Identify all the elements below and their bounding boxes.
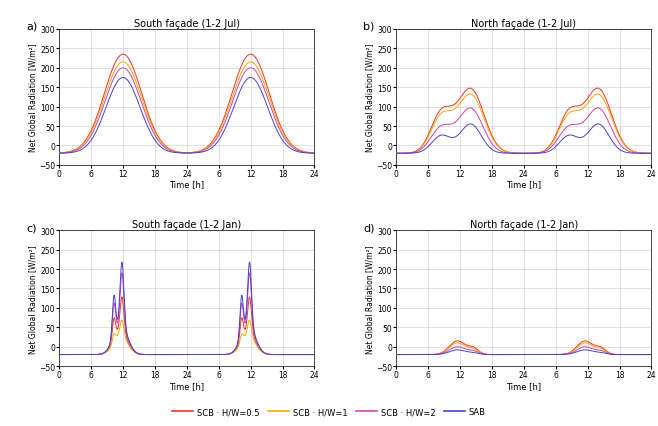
Text: c): c)	[26, 222, 37, 233]
Y-axis label: Net Global Radiation [W/m²]: Net Global Radiation [W/m²]	[28, 43, 38, 152]
Text: d): d)	[363, 222, 374, 233]
X-axis label: Time [h]: Time [h]	[506, 180, 542, 189]
Title: South façade (1-2 Jul): South façade (1-2 Jul)	[134, 19, 240, 29]
Text: a): a)	[26, 22, 38, 32]
Y-axis label: Net Global Radiation [W/m²]: Net Global Radiation [W/m²]	[365, 43, 374, 152]
Title: South façade (1-2 Jan): South façade (1-2 Jan)	[132, 220, 241, 230]
Text: b): b)	[363, 22, 374, 32]
Title: North façade (1-2 Jul): North façade (1-2 Jul)	[471, 19, 576, 29]
Y-axis label: Net Global Radiation [W/m²]: Net Global Radiation [W/m²]	[365, 245, 374, 353]
X-axis label: Time [h]: Time [h]	[169, 180, 205, 189]
X-axis label: Time [h]: Time [h]	[169, 381, 205, 390]
Legend: SCB · H/W=0.5, SCB · H/W=1, SCB · H/W=2, SAB: SCB · H/W=0.5, SCB · H/W=1, SCB · H/W=2,…	[169, 404, 489, 420]
Y-axis label: Net Global Radiation [W/m²]: Net Global Radiation [W/m²]	[28, 245, 38, 353]
X-axis label: Time [h]: Time [h]	[506, 381, 542, 390]
Title: North façade (1-2 Jan): North façade (1-2 Jan)	[470, 220, 578, 230]
